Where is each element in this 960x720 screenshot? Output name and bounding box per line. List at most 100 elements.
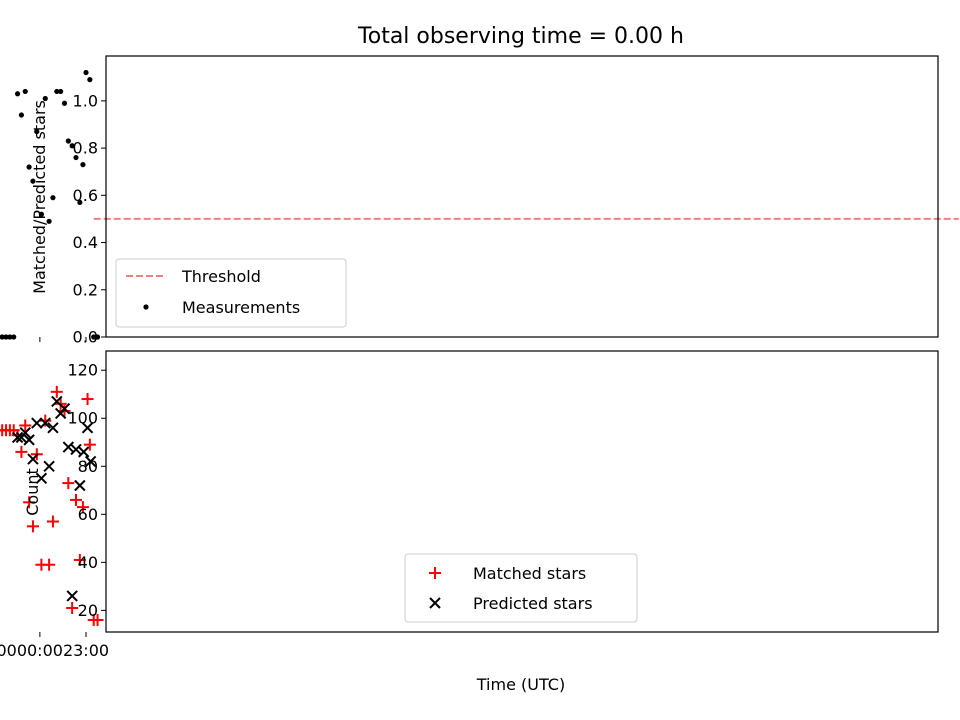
bottom-y-axis: 20 40 60 80 100 120 xyxy=(67,361,106,620)
bottom-legend-box xyxy=(404,553,638,623)
cross-stroke xyxy=(23,434,35,446)
matched-star-point xyxy=(15,445,28,458)
matched-star-point xyxy=(81,393,94,406)
predicted-star-point xyxy=(31,417,43,429)
bottom-y-axis-label: Count xyxy=(23,468,42,516)
measurement-point xyxy=(65,138,71,144)
cross-stroke xyxy=(74,479,86,492)
x-tick-label: 01:00 xyxy=(0,641,17,660)
y-tick-label: 1.0 xyxy=(73,91,98,110)
measurement-point xyxy=(58,88,64,95)
measurement-point xyxy=(26,164,32,170)
measurement-point xyxy=(11,334,17,340)
measurement-point xyxy=(94,334,101,340)
matched-legend-swatch xyxy=(429,567,441,579)
matched-star-point xyxy=(19,419,32,432)
matched-star-point xyxy=(39,414,52,427)
predicted-star-point xyxy=(15,431,28,444)
measurement-point xyxy=(73,154,79,161)
predicted-star-point xyxy=(74,479,86,492)
measurement-point xyxy=(3,334,9,340)
matched-star-point xyxy=(73,553,86,566)
bottom-axes-frame xyxy=(105,350,939,633)
x-tick-label: 23:00 xyxy=(63,641,109,660)
predicted-star-point xyxy=(84,455,97,468)
cross-stroke xyxy=(31,417,43,429)
predicted-star-point xyxy=(77,446,90,458)
cross-stroke xyxy=(51,395,63,408)
cross-stroke xyxy=(54,407,67,420)
bottom-legend: Matched stars Predicted stars xyxy=(404,553,638,623)
top-legend-box xyxy=(115,258,347,328)
matched-star-point xyxy=(23,496,36,509)
predicted-star-point xyxy=(47,422,59,434)
cross-stroke xyxy=(35,472,48,484)
measurement-point xyxy=(38,211,45,217)
top-plot-marks xyxy=(0,69,959,340)
measurement-point xyxy=(50,195,56,201)
measurement-point xyxy=(54,88,60,95)
cross-stroke xyxy=(27,453,39,465)
matched-star-point xyxy=(62,477,75,490)
matched-star-point xyxy=(76,501,89,514)
matched-star-point xyxy=(26,520,39,533)
predicted-star-point xyxy=(27,453,39,465)
top-x-axis xyxy=(39,337,87,342)
measurement-point xyxy=(87,77,93,83)
measurement-point xyxy=(91,334,97,340)
bottom-panel: 20 40 60 80 100 120 23:0000:0001:0002:0003:00… xyxy=(0,350,939,694)
cross-stroke xyxy=(11,431,24,444)
cross-stroke xyxy=(66,590,78,602)
predicted-star-point xyxy=(62,441,75,453)
measurement-point xyxy=(14,91,21,97)
cross-stroke xyxy=(77,446,90,458)
top-panel: Total observing time = 0.00 h 0.00.20.40… xyxy=(0,24,959,347)
top-axes-frame xyxy=(105,55,939,338)
y-tick-label: 40 xyxy=(78,553,98,572)
measurement-point xyxy=(80,162,86,168)
y-tick-label: 0.6 xyxy=(73,186,98,205)
measurement-point xyxy=(0,334,5,340)
legend-predicted-label: Predicted stars xyxy=(473,594,593,613)
matched-star-point xyxy=(46,515,59,528)
measurement-point xyxy=(18,112,25,118)
cross-stroke xyxy=(15,431,28,444)
matched-star-point xyxy=(70,493,83,506)
y-tick-label: 0.8 xyxy=(73,139,98,158)
measurement-point xyxy=(22,88,28,95)
x-tick-label: 00:00 xyxy=(17,641,63,660)
predicted-star-point xyxy=(39,417,51,429)
predicted-legend-swatch xyxy=(429,597,441,609)
y-tick-label: 100 xyxy=(67,409,98,428)
cross-stroke xyxy=(62,441,75,453)
matched-star-point xyxy=(66,601,79,614)
x-axis-label: Time (UTC) xyxy=(476,675,565,694)
measurement-point xyxy=(77,199,83,206)
cross-stroke xyxy=(47,422,59,434)
cross-stroke xyxy=(39,417,51,429)
legend-threshold-label: Threshold xyxy=(181,267,261,286)
matched-star-point xyxy=(58,405,71,418)
top-y-axis: 0.0 0.2 0.4 0.6 0.8 1.0 xyxy=(73,91,106,347)
measurement-point xyxy=(69,143,75,149)
predicted-star-point xyxy=(66,590,78,602)
measurements-legend-swatch xyxy=(143,304,149,310)
y-tick-label: 60 xyxy=(78,505,98,524)
y-tick-label: 0.4 xyxy=(73,233,98,252)
predicted-star-point xyxy=(81,422,94,434)
measurement-point xyxy=(61,100,68,106)
predicted-star-point xyxy=(23,434,35,446)
y-tick-label: 120 xyxy=(67,361,98,380)
bottom-plot-marks xyxy=(0,385,104,626)
cross-stroke xyxy=(43,460,55,472)
predicted-star-point xyxy=(70,443,82,456)
chart-title: Total observing time = 0.00 h xyxy=(357,24,684,49)
cross-stroke xyxy=(70,443,82,456)
predicted-star-point xyxy=(11,431,24,444)
measurement-point xyxy=(83,69,89,76)
predicted-star-point xyxy=(35,472,48,484)
y-tick-label: 20 xyxy=(78,601,98,620)
y-tick-label: 0.0 xyxy=(73,328,98,347)
